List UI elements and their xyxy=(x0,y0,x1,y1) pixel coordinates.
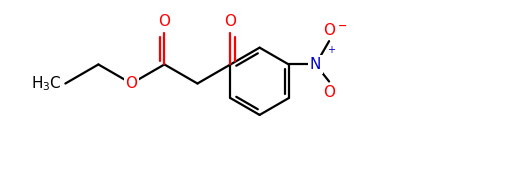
Text: O: O xyxy=(224,14,237,29)
Text: O: O xyxy=(323,85,335,100)
Text: O: O xyxy=(125,76,137,91)
Text: O: O xyxy=(323,23,335,37)
Text: N: N xyxy=(310,57,322,72)
Text: O: O xyxy=(158,14,170,29)
Text: H$_3$C: H$_3$C xyxy=(31,74,62,93)
Text: −: − xyxy=(338,21,348,31)
Text: +: + xyxy=(327,45,335,55)
